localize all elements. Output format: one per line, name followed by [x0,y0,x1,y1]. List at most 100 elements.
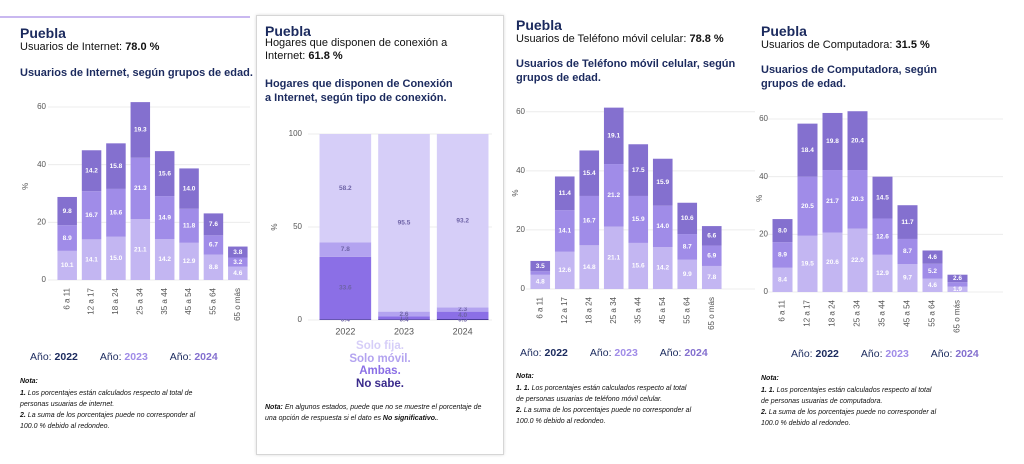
bar-segment [822,232,843,292]
bar-segment [378,311,430,317]
bar-segment [628,195,649,243]
chart-subtitle: Usuarios de Teléfono móvil celular, segú… [516,58,736,84]
kpi: Usuarios de Computadora: 31.5 % [761,39,1001,52]
x-tick-label: 65 o más [953,300,962,333]
bar-segment [319,256,372,320]
value-label: 3.5 [536,263,545,270]
bar-segment [797,176,818,236]
bar-segment [203,254,224,280]
bar-segment [847,111,868,171]
legend-entry: 2023 [614,347,638,359]
bar-segment [872,254,893,292]
note-text: La suma de los porcentajes puede no corr… [761,409,937,427]
value-label: 21.2 [607,192,620,199]
x-tick-label: 6 a 11 [535,296,544,318]
note-number: 1. 1. [516,385,530,392]
value-label: 14.5 [876,194,889,201]
value-label: 3.8 [233,249,242,256]
value-label: 12.9 [183,258,196,265]
y-tick-label: 0 [764,287,769,296]
x-tick-label: 25 a 34 [853,299,862,326]
bar-segment [319,134,372,243]
bar-segment [701,226,722,246]
x-tick-label: 45 a 54 [184,287,193,314]
kpi: Hogares que disponen de conexión a Inter… [265,37,450,63]
value-label: 8.4 [778,277,787,284]
note-end: . [436,415,439,422]
legend: Solo fija. Solo móvil. Ambas. No sabe. [256,340,504,390]
chart-subtitle: Usuarios de Internet, según grupos de ed… [20,67,253,79]
note-text: Los porcentajes están calculados respect… [761,387,932,405]
x-tick-label: 45 a 54 [658,296,667,323]
kpi: Usuarios de Teléfono móvil celular: 78.8… [516,33,751,46]
value-label: 14.2 [158,256,171,263]
legend-entry: No sabe. [356,377,404,390]
bar-segment [947,274,968,283]
chart-panel: 0 20 40 60% 4.8 3.5 6 a 11 12.6 14.1 11.4 12 a 17 1… [511,0,755,464]
x-tick-label: 25 a 34 [609,296,618,323]
bar-segment [947,282,968,287]
note-number: 1. [20,390,26,397]
note: Nota: En algunos estados, puede que no s… [265,402,490,424]
chart-subtitle: Usuarios de Computadora, según grupos de… [761,64,938,90]
bar-segment [57,196,77,226]
value-label: 21.7 [826,198,839,205]
y-axis-label: % [755,195,764,202]
value-label: 4.0 [458,312,467,319]
x-tick-label: 12 a 17 [87,287,96,314]
bar-segment [81,150,102,192]
value-label: 6.6 [707,233,716,240]
value-label: 19.8 [826,138,839,145]
legend-entry: 2024 [955,348,979,360]
legend-entry: 2024 [684,347,708,359]
bar-segment [554,251,575,289]
bar-segment [154,196,175,240]
bar-segment [652,205,673,248]
bar-segment [652,158,673,206]
x-tick-label: 18 a 24 [584,296,593,323]
value-label: 14.1 [85,256,98,263]
bar-segment [554,210,575,252]
legend-item: Año: 2023 [100,351,148,363]
value-label: 93.2 [456,217,469,224]
bar-segment [922,278,943,292]
value-label: 9.8 [63,208,72,215]
value-label: 8.9 [778,252,787,259]
chart: 0 20 40 60% 4.8 3.5 6 a 11 12.6 14.1 11.4 12 a 17 1… [511,107,755,330]
legend-prefix: Año: [169,351,192,363]
value-label: 19.5 [801,261,814,268]
value-label: 8.8 [209,264,218,271]
bar-segment [106,188,126,237]
note-number: 2. [761,409,767,416]
y-tick-label: 50 [293,222,302,231]
bar-segment [106,236,126,280]
bar-segment [378,134,430,312]
value-label: 95.5 [398,220,411,227]
y-tick-label: 60 [759,114,768,123]
value-label: 16.6 [110,210,123,217]
bar-segment [530,271,551,275]
value-label: 11.4 [559,190,572,197]
legend-entry: 2023 [124,351,148,363]
x-tick-label: 2024 [453,326,473,336]
bar-segment [603,226,624,289]
bar-segment [822,112,843,171]
bar-segment [897,238,918,265]
bar-segment [81,191,102,240]
x-tick-label: 35 a 44 [160,287,169,314]
bar-segment [228,266,248,280]
value-label: 20.3 [851,196,864,203]
value-label: 2.6 [953,275,962,282]
legend-entry: Solo fija. [356,340,404,352]
value-label: 18.4 [801,147,814,154]
bar-segment [847,170,868,229]
legend-item: Año: 2024 [931,348,979,360]
x-tick-label: 45 a 54 [903,299,912,326]
bar-segment [378,319,430,320]
bar-segment [922,263,943,279]
bar-segment [130,219,151,280]
bar-segment [436,311,489,320]
legend-prefix: Año: [930,348,953,360]
kpi: Usuarios de Internet: 78.0 % [20,41,250,54]
